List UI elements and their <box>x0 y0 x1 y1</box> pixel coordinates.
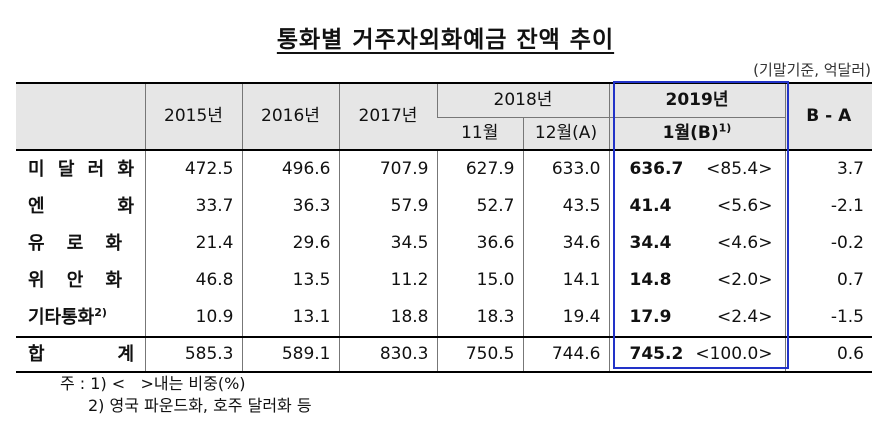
deposit-table: 2015년 2016년 2017년 2018년 2019년 B - A 11월 … <box>16 82 872 373</box>
cell-share: <4.6> <box>716 233 773 253</box>
cell-share: <2.4> <box>716 307 773 327</box>
header-2018: 2018년 <box>436 83 609 118</box>
cell-nov: 52.7 <box>436 188 523 225</box>
cell-2017: 707.9 <box>338 150 437 188</box>
cell-2016: 13.5 <box>241 262 339 299</box>
cell-jan: 14.8 <box>608 262 690 299</box>
header-jan-label: 1월(B) <box>662 123 719 143</box>
footnote-1: 주 : 1) < >내는 비중(%) <box>60 374 246 393</box>
cell-diff: -0.2 <box>784 225 872 262</box>
cell-2016: 496.6 <box>241 150 339 188</box>
header-jan: 1월(B)1) <box>608 117 785 151</box>
cell-share: <85.4> <box>706 159 773 179</box>
cell-dec: 19.4 <box>522 299 609 337</box>
cell-2016: 29.6 <box>241 225 339 262</box>
header-2017: 2017년 <box>338 83 437 151</box>
cell-dec: 34.6 <box>522 225 609 262</box>
footnote-2: 2) 영국 파운드화, 호주 달러화 등 <box>88 396 312 415</box>
cell-2015: 21.4 <box>144 225 242 262</box>
cell-2016: 589.1 <box>241 336 339 372</box>
header-blank <box>16 83 145 151</box>
cell-dec: 633.0 <box>522 150 609 188</box>
table-row: 기타통화2) 10.9 13.1 18.8 18.3 19.4 17.9 <2.… <box>16 299 872 337</box>
cell-2017: 830.3 <box>338 336 437 372</box>
header-2016: 2016년 <box>241 83 339 151</box>
cell-dec: 14.1 <box>522 262 609 299</box>
cell-diff: 0.6 <box>784 336 872 372</box>
cell-jan: 41.4 <box>608 188 690 225</box>
cell-nov: 627.9 <box>436 150 523 188</box>
cell-2017: 11.2 <box>338 262 437 299</box>
cell-nov: 36.6 <box>436 225 523 262</box>
footnote-2-marker: 2) <box>94 305 107 319</box>
cell-2017: 18.8 <box>338 299 437 337</box>
row-label-other: 기타통화2) <box>28 305 107 328</box>
cell-jan: 34.4 <box>608 225 690 262</box>
cell-2015: 46.8 <box>144 262 242 299</box>
cell-jan: 636.7 <box>608 150 690 188</box>
cell-nov: 15.0 <box>436 262 523 299</box>
cell-2017: 57.9 <box>338 188 437 225</box>
header-dec: 12월(A) <box>522 117 609 151</box>
footnote-1-marker: 1) <box>718 121 732 135</box>
cell-diff: -1.5 <box>784 299 872 337</box>
cell-share: <5.6> <box>716 196 773 216</box>
cell-diff: 0.7 <box>784 262 872 299</box>
cell-share: <100.0> <box>690 336 785 372</box>
cell-2015: 585.3 <box>144 336 242 372</box>
header-nov: 11월 <box>437 117 523 151</box>
cell-2015: 33.7 <box>144 188 242 225</box>
cell-2016: 13.1 <box>241 299 339 337</box>
cell-2017: 34.5 <box>338 225 437 262</box>
header-diff: B - A <box>784 83 872 151</box>
cell-2015: 472.5 <box>144 150 242 188</box>
table-title: 통화별 거주자외화예금 잔액 추이 <box>276 27 615 53</box>
header-2015: 2015년 <box>144 83 242 151</box>
cell-dec: 744.6 <box>522 336 609 372</box>
header-2019: 2019년 <box>608 83 785 118</box>
cell-nov: 18.3 <box>436 299 523 337</box>
footnotes: 주 : 1) < >내는 비중(%) 2) 영국 파운드화, 호주 달러화 등 <box>60 373 312 417</box>
cell-2016: 36.3 <box>241 188 339 225</box>
cell-share: <2.0> <box>716 270 773 290</box>
cell-nov: 750.5 <box>436 336 523 372</box>
cell-diff: -2.1 <box>784 188 872 225</box>
cell-jan: 745.2 <box>608 336 690 372</box>
cell-diff: 3.7 <box>784 150 872 188</box>
unit-note: (기말기준, 억달러) <box>753 61 871 79</box>
cell-dec: 43.5 <box>522 188 609 225</box>
cell-2015: 10.9 <box>144 299 242 337</box>
cell-jan: 17.9 <box>608 299 690 337</box>
